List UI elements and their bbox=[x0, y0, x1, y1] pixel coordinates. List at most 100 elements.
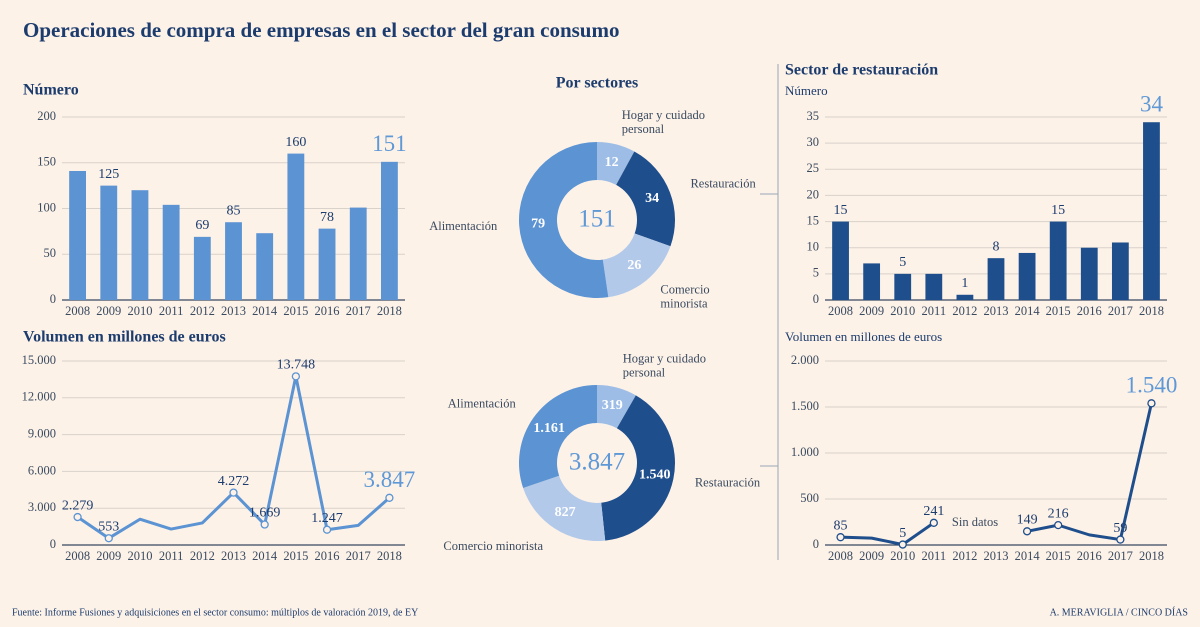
point bbox=[1022, 527, 1032, 536]
bar bbox=[318, 228, 336, 300]
value-label: 34 bbox=[1140, 92, 1164, 117]
y-tick-label: 35 bbox=[807, 109, 820, 123]
line bbox=[840, 402, 1153, 547]
point bbox=[836, 533, 845, 542]
bar bbox=[894, 273, 912, 300]
x-tick-label: 2010 bbox=[127, 549, 152, 563]
bar bbox=[287, 153, 305, 300]
bar bbox=[131, 190, 149, 300]
point bbox=[898, 540, 907, 549]
bar bbox=[193, 236, 211, 300]
y-tick-label: 0 bbox=[813, 292, 819, 306]
x-tick-label: 2016 bbox=[1077, 304, 1102, 318]
y-tick-label: 100 bbox=[37, 200, 56, 214]
value-label: 59 bbox=[1113, 521, 1127, 536]
value-label: 149 bbox=[1017, 513, 1038, 528]
value-label: 26 bbox=[627, 258, 641, 273]
x-tick-label: 2012 bbox=[952, 304, 977, 318]
source: Fuente: Informe Fusiones y adquisiciones… bbox=[12, 607, 418, 618]
y-tick-label: 0 bbox=[50, 537, 56, 551]
bar bbox=[225, 222, 242, 300]
y-tick-label: 12.000 bbox=[22, 390, 56, 404]
y-tick-label: 15.000 bbox=[22, 353, 56, 367]
x-tick-label: 2008 bbox=[65, 549, 90, 563]
bar bbox=[349, 207, 367, 300]
x-tick-label: 2013 bbox=[984, 549, 1009, 563]
x-tick-label: 2011 bbox=[922, 549, 947, 563]
value-label: 3.847 bbox=[364, 467, 416, 492]
x-tick-label: 2011 bbox=[159, 304, 184, 318]
point bbox=[322, 525, 332, 534]
value-label: 151 bbox=[372, 131, 407, 156]
point bbox=[385, 493, 394, 502]
bar bbox=[1049, 221, 1067, 300]
y-tick-label: 1.000 bbox=[791, 445, 819, 459]
x-tick-label: 2009 bbox=[96, 304, 121, 318]
bar bbox=[69, 170, 87, 300]
value-label: 319 bbox=[602, 398, 623, 413]
bar bbox=[100, 185, 118, 300]
x-tick-label: 2013 bbox=[221, 549, 246, 563]
donut-segment bbox=[597, 385, 636, 429]
value-label: 15 bbox=[834, 203, 848, 218]
x-tick-label: 2008 bbox=[65, 304, 90, 318]
point bbox=[260, 520, 269, 529]
point bbox=[229, 488, 238, 497]
y-tick-label: 3.000 bbox=[28, 500, 56, 514]
y-tick-label: 500 bbox=[800, 491, 819, 505]
x-tick-label: 2017 bbox=[346, 549, 371, 563]
value-label: 216 bbox=[1048, 506, 1069, 521]
donut-total: 3.847 bbox=[569, 449, 625, 476]
value-label: 69 bbox=[195, 218, 209, 233]
y-tick-label: 5 bbox=[813, 266, 819, 280]
bar bbox=[987, 258, 1005, 300]
y-tick-label: 1.500 bbox=[791, 399, 819, 413]
chart-title: Volumen en millones de euros bbox=[23, 329, 226, 346]
x-tick-label: 2015 bbox=[283, 304, 308, 318]
x-tick-label: 2009 bbox=[859, 304, 884, 318]
category-label: Comercio minorista bbox=[443, 539, 543, 553]
y-tick-label: 50 bbox=[44, 246, 57, 260]
value-label: 1.540 bbox=[639, 467, 671, 482]
y-tick-label: 6.000 bbox=[28, 463, 56, 477]
y-tick-label: 150 bbox=[37, 155, 56, 169]
bar bbox=[1080, 247, 1098, 300]
point bbox=[73, 512, 82, 522]
y-tick-label: 20 bbox=[807, 187, 820, 201]
value-label: 13.748 bbox=[277, 358, 316, 373]
chart-title: Sector de restauración bbox=[785, 62, 938, 79]
x-tick-label: 2011 bbox=[922, 304, 947, 318]
y-tick-label: 15 bbox=[807, 213, 820, 227]
x-tick-label: 2009 bbox=[859, 549, 884, 563]
y-tick-label: 0 bbox=[50, 292, 56, 306]
x-tick-label: 2017 bbox=[1108, 304, 1133, 318]
y-tick-label: 200 bbox=[37, 109, 56, 123]
y-tick-label: 9.000 bbox=[28, 426, 56, 440]
x-tick-label: 2008 bbox=[828, 549, 853, 563]
value-label: 12 bbox=[605, 155, 619, 170]
value-label: 85 bbox=[227, 203, 241, 218]
point bbox=[929, 518, 938, 527]
value-label: 1.161 bbox=[533, 421, 565, 436]
chart-title: Número bbox=[23, 82, 79, 99]
bar bbox=[1111, 242, 1129, 300]
x-tick-label: 2010 bbox=[127, 304, 152, 318]
x-tick-label: 2014 bbox=[1015, 549, 1041, 563]
value-label: 1 bbox=[961, 276, 968, 291]
value-label: 1.669 bbox=[249, 506, 281, 521]
bar bbox=[956, 294, 974, 300]
point bbox=[104, 534, 113, 543]
y-tick-label: 2.000 bbox=[791, 353, 819, 367]
x-tick-label: 2013 bbox=[221, 304, 246, 318]
y-tick-label: 10 bbox=[807, 240, 820, 254]
x-tick-label: 2010 bbox=[890, 549, 915, 563]
x-tick-label: 2017 bbox=[1108, 549, 1133, 563]
x-tick-label: 2010 bbox=[890, 304, 915, 318]
x-tick-label: 2018 bbox=[1139, 549, 1164, 563]
x-tick-label: 2016 bbox=[315, 304, 340, 318]
x-tick-label: 2012 bbox=[190, 549, 215, 563]
chart-subtitle: Número bbox=[785, 83, 828, 98]
value-label: 85 bbox=[834, 518, 848, 533]
x-tick-label: 2011 bbox=[159, 549, 184, 563]
